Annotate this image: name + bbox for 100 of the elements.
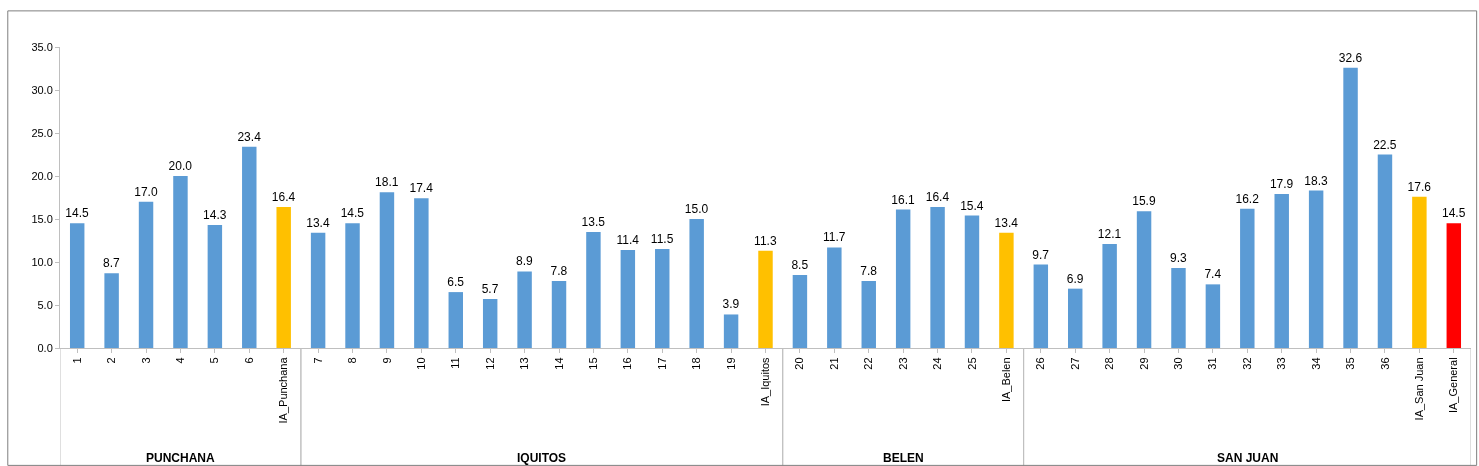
bar xyxy=(448,292,463,348)
x-tick-label: 21 xyxy=(827,357,840,370)
bar xyxy=(482,298,498,348)
x-tick-label: 14 xyxy=(552,357,565,370)
x-tick-label: 17 xyxy=(655,357,668,370)
bar xyxy=(620,249,636,348)
bar xyxy=(517,271,532,348)
data-label: 32.6 xyxy=(1338,50,1363,65)
x-tick-label: IA_General xyxy=(1447,357,1460,414)
data-label: 9.7 xyxy=(1032,247,1050,262)
x-tick-label: 26 xyxy=(1034,357,1047,370)
x-tick-label: 31 xyxy=(1206,357,1219,370)
bar xyxy=(999,232,1014,348)
data-label: 11.5 xyxy=(650,232,674,247)
data-label: 13.5 xyxy=(581,214,606,229)
bar xyxy=(1240,208,1255,348)
data-label: 17.9 xyxy=(1269,177,1294,192)
bar xyxy=(964,215,980,348)
x-tick-label: IA_Iquitos xyxy=(759,356,772,407)
x-tick-label: 28 xyxy=(1103,357,1116,370)
data-label: 6.9 xyxy=(1066,271,1084,286)
bar xyxy=(689,219,704,348)
x-tick-label: 12 xyxy=(483,357,496,370)
bar xyxy=(1343,67,1358,348)
data-label: 13.4 xyxy=(306,215,330,230)
data-label: 20.0 xyxy=(168,159,193,173)
bar xyxy=(930,206,945,348)
x-tick-label: 16 xyxy=(621,357,634,370)
bar xyxy=(1274,194,1289,348)
x-tick-label: 3 xyxy=(139,357,152,364)
text: BELEN xyxy=(883,451,924,465)
data-label: 8.7 xyxy=(103,256,121,271)
x-tick-label: IA_Punchana xyxy=(277,356,290,424)
x-tick-label: 4 xyxy=(174,357,187,364)
data-label: 9.3 xyxy=(1169,251,1187,266)
x-tick-label: 19 xyxy=(724,357,737,370)
data-label: 13.4 xyxy=(994,215,1019,230)
data-label: 23.4 xyxy=(237,129,262,144)
data-label: 12.1 xyxy=(1097,226,1122,241)
x-tick-label: 35 xyxy=(1344,357,1357,370)
x-tick-label: 30 xyxy=(1172,357,1185,370)
bar xyxy=(1102,243,1117,348)
y-tick-label: 25.0 xyxy=(31,126,53,139)
data-label: 15.4 xyxy=(960,198,984,213)
data-label: 7.8 xyxy=(550,263,568,278)
x-tick-label: 22 xyxy=(862,357,875,370)
bar xyxy=(1068,288,1083,348)
data-label: 6.5 xyxy=(447,275,465,290)
bar xyxy=(551,280,567,348)
bar xyxy=(655,249,670,348)
data-label: 3.9 xyxy=(722,297,740,312)
data-label: 14.5 xyxy=(65,206,90,221)
bar xyxy=(1308,190,1324,348)
data-label: 15.0 xyxy=(684,202,709,216)
x-tick-label: 29 xyxy=(1137,357,1150,370)
x-tick-label: 1 xyxy=(70,357,83,364)
x-tick-label: 32 xyxy=(1240,357,1253,370)
data-label: 17.6 xyxy=(1407,179,1432,194)
y-tick-label: 10.0 xyxy=(31,255,53,268)
bar xyxy=(345,223,360,348)
data-label: 7.8 xyxy=(860,263,878,278)
bar xyxy=(379,192,395,348)
bar xyxy=(1412,196,1427,348)
x-tick-label: 20 xyxy=(793,357,806,370)
data-label: 7.4 xyxy=(1204,267,1222,282)
x-tick-label: 2 xyxy=(105,357,118,364)
bar xyxy=(861,280,876,348)
bar xyxy=(827,247,842,348)
data-label: 14.5 xyxy=(1441,206,1466,221)
x-tick-label: 33 xyxy=(1275,357,1288,370)
x-tick-label: 23 xyxy=(896,357,909,370)
bar xyxy=(69,223,85,348)
x-tick-label: 7 xyxy=(311,357,324,364)
y-tick-label: 20.0 xyxy=(31,169,53,182)
bar xyxy=(1446,223,1462,348)
data-label: 17.0 xyxy=(134,184,158,199)
y-tick-label: 5.0 xyxy=(37,298,53,311)
y-tick-label: 30.0 xyxy=(31,83,53,96)
data-label: 8.5 xyxy=(791,257,809,272)
y-tick-label: 35.0 xyxy=(31,40,53,53)
bar xyxy=(586,231,601,348)
x-tick-label: IA_Belen xyxy=(999,357,1012,403)
data-label: 16.2 xyxy=(1235,191,1260,206)
bar xyxy=(1033,264,1049,348)
data-label: 14.5 xyxy=(340,206,365,221)
x-tick-label: 27 xyxy=(1068,357,1081,370)
data-label: 11.7 xyxy=(822,230,846,245)
x-tick-label: 10 xyxy=(414,357,427,370)
bar xyxy=(1171,268,1186,348)
data-label: 11.4 xyxy=(616,232,640,247)
text: IQUITOS xyxy=(517,451,567,465)
data-label: 16.4 xyxy=(271,189,296,204)
data-label: 8.9 xyxy=(516,254,534,269)
y-tick-label: 15.0 xyxy=(31,212,53,225)
y-tick-label: 0.0 xyxy=(37,341,53,354)
x-tick-label: 8 xyxy=(346,357,359,364)
x-tick-label: 9 xyxy=(380,357,393,364)
data-label: 16.4 xyxy=(925,189,950,204)
x-tick-label: 24 xyxy=(931,357,944,370)
x-tick-label: 6 xyxy=(242,357,255,364)
